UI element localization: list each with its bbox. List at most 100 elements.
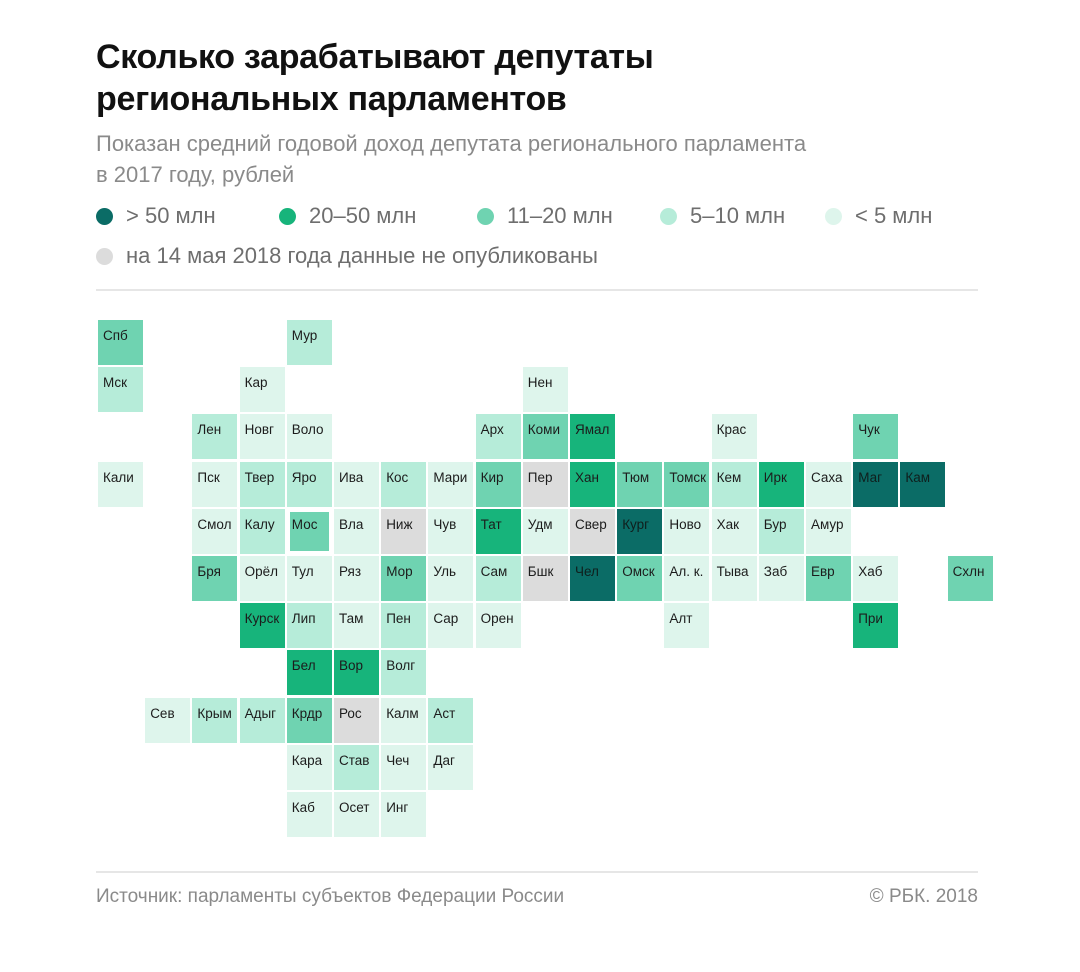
region-tile: При: [853, 603, 899, 649]
region-tile: Тат: [475, 508, 521, 554]
region-tile: Уль: [428, 556, 474, 601]
region-tile: Бур: [758, 508, 804, 554]
region-tile: Ал. к.: [664, 556, 710, 601]
legend-label: 5–10 млн: [690, 203, 786, 228]
region-tile: Бшк: [522, 556, 568, 601]
region-tile: Удм: [522, 508, 568, 554]
region-tile: Смол: [192, 508, 238, 554]
chart-subtitle: Показан средний годовой доход депутата р…: [96, 128, 996, 190]
region-tile: Кург: [617, 508, 663, 554]
region-tile: Адыг: [239, 697, 285, 743]
region-tile: Инг: [381, 792, 427, 837]
region-tile: Арх: [475, 414, 521, 460]
region-tile: Схлн: [947, 556, 993, 601]
region-tile: Вла: [334, 508, 379, 554]
source-note: Источник: парламенты субъектов Федерации…: [96, 886, 565, 907]
region-tile: Пер: [522, 461, 568, 507]
region-tile: Даг: [428, 744, 474, 790]
region-tile: Заб: [758, 556, 804, 601]
region-tile: Ново: [664, 508, 710, 554]
region-tile: Мари: [428, 461, 474, 507]
legend-swatch: [96, 207, 113, 225]
region-tile: Мск: [98, 367, 143, 413]
bottom-divider: [96, 871, 978, 873]
region-tile: Бря: [192, 556, 238, 601]
region-tile: Ямал: [570, 414, 615, 460]
legend-item-nodata: на 14 мая 2018 года данные не опубликова…: [96, 243, 598, 269]
region-tile: Аст: [428, 697, 474, 743]
region-tile: Пен: [381, 603, 427, 649]
region-tile: Кем: [711, 461, 757, 507]
region-tile: Рос: [334, 697, 379, 743]
region-tile: Сев: [145, 697, 191, 743]
region-tile: Орен: [475, 603, 521, 649]
legend-swatch: [477, 207, 494, 225]
region-tile: Сар: [428, 603, 474, 649]
region-tile: Хак: [711, 508, 757, 554]
region-tile: Чук: [853, 414, 899, 460]
region-tile: Алт: [664, 603, 710, 649]
region-tile: Кир: [475, 461, 521, 507]
region-tile: Твер: [239, 461, 285, 507]
top-divider: [96, 289, 978, 291]
region-tile: Кара: [286, 744, 332, 790]
region-tile: Калм: [381, 697, 427, 743]
subtitle-line-2: в 2017 году, рублей: [96, 162, 295, 187]
legend-label: 20–50 млн: [309, 203, 417, 228]
region-tile: Свер: [570, 508, 615, 554]
region-tile: Кар: [239, 367, 285, 413]
region-tile: Лен: [192, 414, 238, 460]
region-tile: Сам: [475, 556, 521, 601]
region-tile: Крдр: [286, 697, 332, 743]
region-tile: Тыва: [711, 556, 757, 601]
legend: > 50 млн 20–50 млн 11–20 млн 5–10 млн < …: [96, 201, 932, 231]
region-tile: Маг: [853, 461, 899, 507]
title-line-1: Сколько зарабатывают депутаты: [96, 38, 654, 76]
legend-swatch: [96, 247, 113, 265]
region-tile: Чел: [570, 556, 615, 601]
legend-nodata: на 14 мая 2018 года данные не опубликова…: [96, 241, 598, 271]
region-tile: Коми: [522, 414, 568, 460]
region-tile: Ирк: [758, 461, 804, 507]
region-tile: Чув: [428, 508, 474, 554]
legend-item-20-50: 20–50 млн: [279, 203, 477, 229]
copyright: © РБК. 2018: [869, 886, 978, 907]
region-tile: Каб: [286, 792, 332, 837]
region-tile: Ниж: [381, 508, 427, 554]
chart-title: Сколько зарабатывают депутаты региональн…: [96, 36, 996, 120]
legend-label: на 14 мая 2018 года данные не опубликова…: [126, 243, 598, 268]
legend-item-lt5: < 5 млн: [825, 203, 932, 229]
region-tile: Спб: [98, 320, 143, 365]
legend-item-11-20: 11–20 млн: [477, 203, 660, 229]
region-tile: Крым: [192, 697, 238, 743]
region-tile: Тул: [286, 556, 332, 601]
region-tile: Курск: [239, 603, 285, 649]
legend-swatch: [825, 207, 842, 225]
legend-label: > 50 млн: [126, 203, 216, 228]
region-tile: Вор: [334, 650, 379, 696]
legend-swatch: [660, 207, 677, 225]
region-tile: Мур: [286, 320, 332, 365]
region-tile: Став: [334, 744, 379, 790]
region-tile: Хан: [570, 461, 615, 507]
legend-item-gt50: > 50 млн: [96, 203, 279, 229]
region-tile: Пск: [192, 461, 238, 507]
region-tile: Томск: [664, 461, 710, 507]
region-tile: Кам: [900, 461, 946, 507]
region-tile: Новг: [239, 414, 285, 460]
region-tile: Ива: [334, 461, 379, 507]
region-tile: Осет: [334, 792, 379, 837]
title-line-2: региональных парламентов: [96, 80, 567, 118]
region-tile: Омск: [617, 556, 663, 601]
region-tile: Бел: [286, 650, 332, 696]
legend-item-5-10: 5–10 млн: [660, 203, 825, 229]
region-tile: Тюм: [617, 461, 663, 507]
region-tile: Там: [334, 603, 379, 649]
region-tile: Хаб: [853, 556, 899, 601]
legend-label: 11–20 млн: [507, 203, 613, 228]
region-tile: Орёл: [239, 556, 285, 601]
region-tile: Кос: [381, 461, 427, 507]
region-tile: Волг: [381, 650, 427, 696]
region-tile: Яро: [286, 461, 332, 507]
